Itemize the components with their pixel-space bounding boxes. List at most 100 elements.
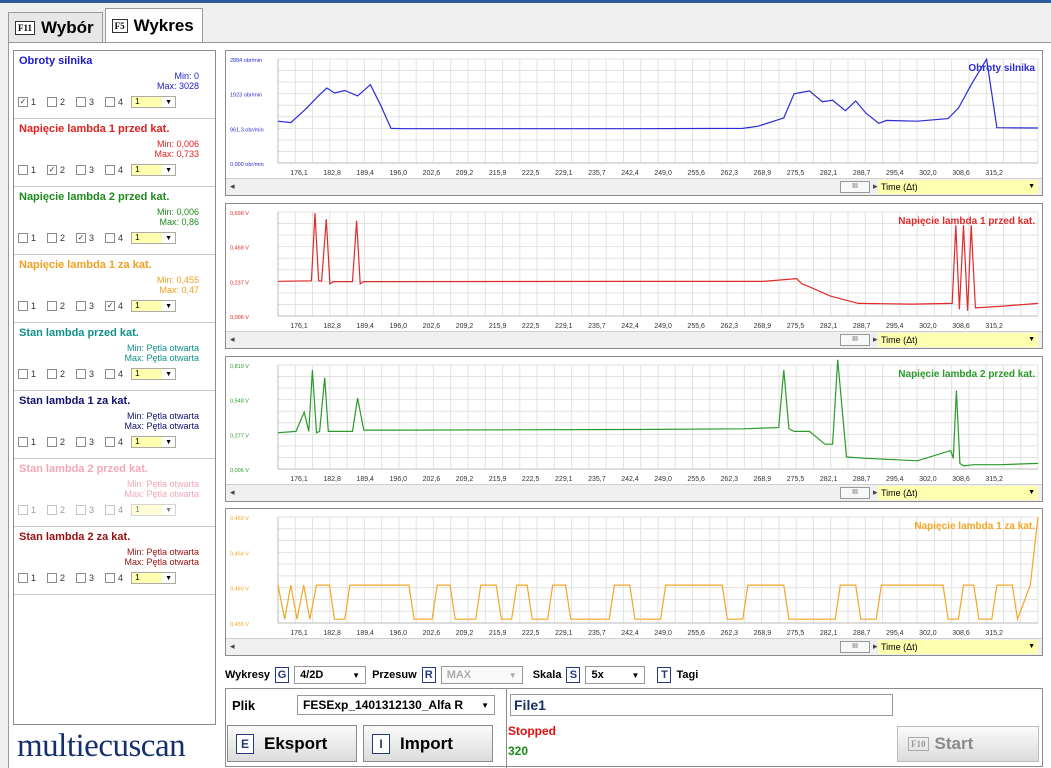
scroll-right-icon[interactable]: ▸	[873, 181, 878, 191]
x-tick-label: 268,9	[754, 630, 772, 637]
chart-checkbox[interactable]	[105, 437, 116, 447]
chart-checkbox[interactable]	[18, 301, 28, 311]
chart-checkbox[interactable]: ✓	[76, 233, 87, 243]
parameter-min: Min: Pętla otwarta	[126, 343, 199, 353]
chart-checkbox[interactable]	[47, 97, 58, 107]
scroll-left-icon[interactable]: ◂	[230, 181, 235, 191]
chart-checkbox[interactable]	[18, 573, 28, 583]
import-button[interactable]: I Import	[363, 725, 493, 762]
chart-checkbox[interactable]	[18, 437, 28, 447]
scroll-left-icon[interactable]: ◂	[230, 487, 235, 497]
axis-select[interactable]: 1 ▼	[131, 572, 177, 584]
scroll-right-icon[interactable]: ▸	[873, 641, 878, 651]
axis-select[interactable]: 1 ▼	[131, 436, 177, 448]
chart-checkbox-label: 3	[89, 301, 95, 311]
x-tick-label: 262,3	[721, 630, 739, 637]
chart-controls: Wykresy G 4/2D ▼ Przesuw R MAX ▼ Skala S 5…	[225, 664, 698, 686]
y-tick-label: 961,3 obr/min	[230, 127, 264, 133]
x-tick-label: 255,6	[687, 630, 705, 637]
file-name-field[interactable]: File1	[510, 694, 893, 716]
tagi-label[interactable]: Tagi	[676, 669, 699, 681]
parameter-max: Max: 0,86	[159, 217, 199, 227]
chart-checkbox[interactable]	[105, 573, 116, 583]
chart-checkbox-label: 4	[118, 301, 124, 311]
chart-checkbox[interactable]	[76, 97, 87, 107]
time-axis-select[interactable]: Time (Δt) ▼	[878, 486, 1038, 500]
scroll-right-icon[interactable]: ▸	[873, 334, 878, 344]
x-tick-label: 275,5	[787, 476, 805, 483]
chart-checkbox[interactable]	[76, 301, 87, 311]
chart-checkbox[interactable]	[76, 505, 87, 515]
chart-checkbox[interactable]	[105, 505, 116, 515]
chart-checkbox[interactable]: ✓	[47, 165, 58, 175]
scroll-thumb[interactable]: III	[840, 181, 870, 193]
plik-label: Plik	[232, 698, 256, 713]
chart-scrollbar[interactable]: ◂ III ▸ Time (Δt) ▼	[226, 178, 1042, 195]
axis-select-value: 1	[132, 301, 163, 311]
chart-checkbox[interactable]	[105, 165, 116, 175]
chart-checkbox[interactable]	[47, 301, 58, 311]
scroll-left-icon[interactable]: ◂	[230, 334, 235, 344]
t-key-icon[interactable]: T	[657, 667, 672, 683]
parameter-min: Min: Pętla otwarta	[126, 479, 199, 489]
wykresy-select[interactable]: 4/2D ▼	[294, 666, 367, 684]
skala-value: 5x	[591, 669, 604, 681]
x-tick-label: 262,3	[721, 323, 739, 330]
time-axis-select[interactable]: Time (Δt) ▼	[878, 333, 1038, 347]
chart-checkbox[interactable]: ✓	[105, 301, 116, 311]
x-tick-label: 249,0	[654, 630, 672, 637]
chart-checkbox[interactable]	[105, 233, 116, 243]
axis-select[interactable]: 1 ▼	[131, 96, 177, 108]
scroll-thumb[interactable]: III	[840, 487, 870, 499]
parameter-min: Min: 0,006	[156, 207, 199, 217]
x-tick-label: 235,7	[588, 170, 606, 177]
chart-checkbox[interactable]	[18, 505, 28, 515]
chart-checkbox[interactable]: ✓	[18, 97, 28, 107]
chart-checkbox[interactable]	[18, 165, 28, 175]
scroll-thumb[interactable]: III	[840, 641, 870, 653]
chart-checkbox[interactable]	[76, 437, 87, 447]
start-button[interactable]: F10 Start	[897, 726, 1039, 762]
scroll-right-icon[interactable]: ▸	[873, 487, 878, 497]
chart-checkbox[interactable]	[76, 165, 87, 175]
tab-wybor[interactable]: F11 Wybór	[8, 12, 103, 42]
axis-select[interactable]: 1 ▼	[131, 164, 177, 176]
chart-scrollbar[interactable]: ◂ III ▸ Time (Δt) ▼	[226, 484, 1042, 501]
chart-checkbox[interactable]	[47, 437, 58, 447]
export-button[interactable]: E Eksport	[227, 725, 357, 762]
axis-select[interactable]: 1 ▼	[131, 368, 177, 380]
parameter-min: Min: 0,455	[156, 275, 199, 285]
parameter-item: Stan lambda przed kat. Min: Pętla otwarta…	[14, 323, 215, 391]
parameter-title: Stan lambda 1 za kat.	[19, 395, 131, 407]
skala-select[interactable]: 5x ▼	[585, 666, 646, 684]
chart-checkbox[interactable]	[47, 369, 58, 379]
x-tick-label: 282,1	[820, 630, 838, 637]
chart-checkbox[interactable]	[18, 369, 28, 379]
chevron-down-icon: ▼	[165, 574, 173, 582]
chart-checkbox[interactable]	[18, 233, 28, 243]
scroll-thumb[interactable]: III	[840, 334, 870, 346]
time-axis-select[interactable]: Time (Δt) ▼	[878, 640, 1038, 654]
chart-checkbox[interactable]	[76, 573, 87, 583]
przesuw-select[interactable]: MAX ▼	[440, 666, 523, 684]
chart-checkbox[interactable]	[47, 233, 58, 243]
record-count: 320	[508, 744, 529, 758]
tab-wykres[interactable]: F5 Wykres	[104, 8, 203, 42]
chart-checkbox[interactable]	[76, 369, 87, 379]
x-tick-label: 315,2	[985, 323, 1003, 330]
axis-select[interactable]: 1 ▼	[131, 300, 177, 312]
scroll-left-icon[interactable]: ◂	[230, 641, 235, 651]
chart-checkbox[interactable]	[47, 505, 58, 515]
chart-scrollbar[interactable]: ◂ III ▸ Time (Δt) ▼	[226, 331, 1042, 348]
chart-checkbox-label: 3	[89, 505, 95, 515]
x-tick-label: 282,1	[820, 323, 838, 330]
chart-checkbox[interactable]	[105, 369, 116, 379]
axis-select[interactable]: 1 ▼	[131, 232, 177, 244]
axis-select[interactable]: 1 ▼	[131, 504, 177, 516]
chart-checkbox[interactable]	[47, 573, 58, 583]
g-key-icon: G	[275, 667, 290, 683]
chart-scrollbar[interactable]: ◂ III ▸ Time (Δt) ▼	[226, 638, 1042, 655]
chart-checkbox[interactable]	[105, 97, 116, 107]
file-select[interactable]: FESExp_1401312130_Alfa R ▼	[297, 695, 495, 715]
time-axis-select[interactable]: Time (Δt) ▼	[878, 180, 1038, 194]
